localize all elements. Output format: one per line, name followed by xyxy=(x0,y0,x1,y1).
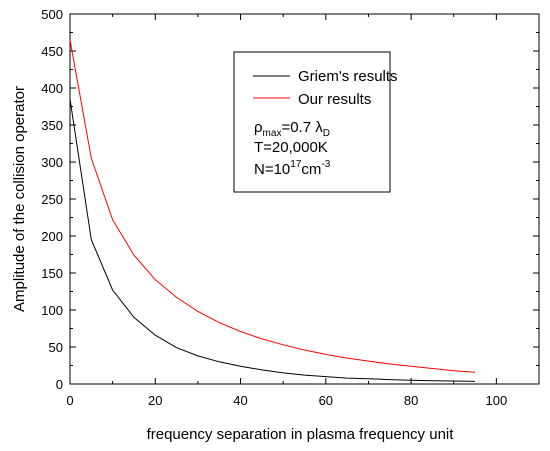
y-ticks: 0 50 100 150 200 250 300 350 400 450 500 xyxy=(41,7,539,392)
legend-box xyxy=(233,51,391,193)
rho-subscript: max xyxy=(263,128,282,139)
annotation-density: N=1017cm-3 xyxy=(254,159,331,178)
y-tick-label: 100 xyxy=(41,303,63,318)
x-tick-label: 20 xyxy=(148,393,162,408)
x-tick-label: 80 xyxy=(404,393,418,408)
density-unit-exponent: -3 xyxy=(321,159,330,170)
annotation-temperature: T=20,000K xyxy=(254,139,328,156)
y-tick-label: 350 xyxy=(41,118,63,133)
y-tick-label: 50 xyxy=(49,340,63,355)
density-exponent: 17 xyxy=(290,159,302,170)
y-tick-label: 500 xyxy=(41,7,63,22)
series-lines xyxy=(69,39,476,382)
y-tick-label: 0 xyxy=(56,377,63,392)
x-ticks: 0 20 40 60 80 100 xyxy=(66,14,507,408)
annotation-rho: ρmax=0.7 λD xyxy=(254,119,330,139)
y-tick-label: 300 xyxy=(41,155,63,170)
x-axis-title: frequency separation in plasma frequency… xyxy=(147,426,455,443)
y-tick-label: 400 xyxy=(41,81,63,96)
series-line-ours xyxy=(69,39,476,373)
legend: Griem's results Our results ρmax=0.7 λD … xyxy=(233,51,398,193)
y-tick-label: 200 xyxy=(41,229,63,244)
x-tick-label: 0 xyxy=(66,393,73,408)
density-unit: cm xyxy=(301,161,321,178)
legend-label-griem: Griem's results xyxy=(298,68,398,85)
legend-label-ours: Our results xyxy=(298,91,371,108)
x-tick-label: 100 xyxy=(486,393,508,408)
density-prefix: N=10 xyxy=(254,161,290,178)
x-tick-label: 40 xyxy=(233,393,247,408)
rho-value: =0.7 λ xyxy=(281,119,323,136)
lambda-subscript: D xyxy=(323,128,330,139)
y-tick-label: 150 xyxy=(41,266,63,281)
y-tick-label: 250 xyxy=(41,192,63,207)
y-tick-label: 450 xyxy=(41,44,63,59)
x-tick-label: 60 xyxy=(319,393,333,408)
y-axis-title: Amplitude of the collision operator xyxy=(11,86,28,312)
series-line-griem xyxy=(69,99,476,382)
rho-symbol: ρ xyxy=(254,119,263,136)
